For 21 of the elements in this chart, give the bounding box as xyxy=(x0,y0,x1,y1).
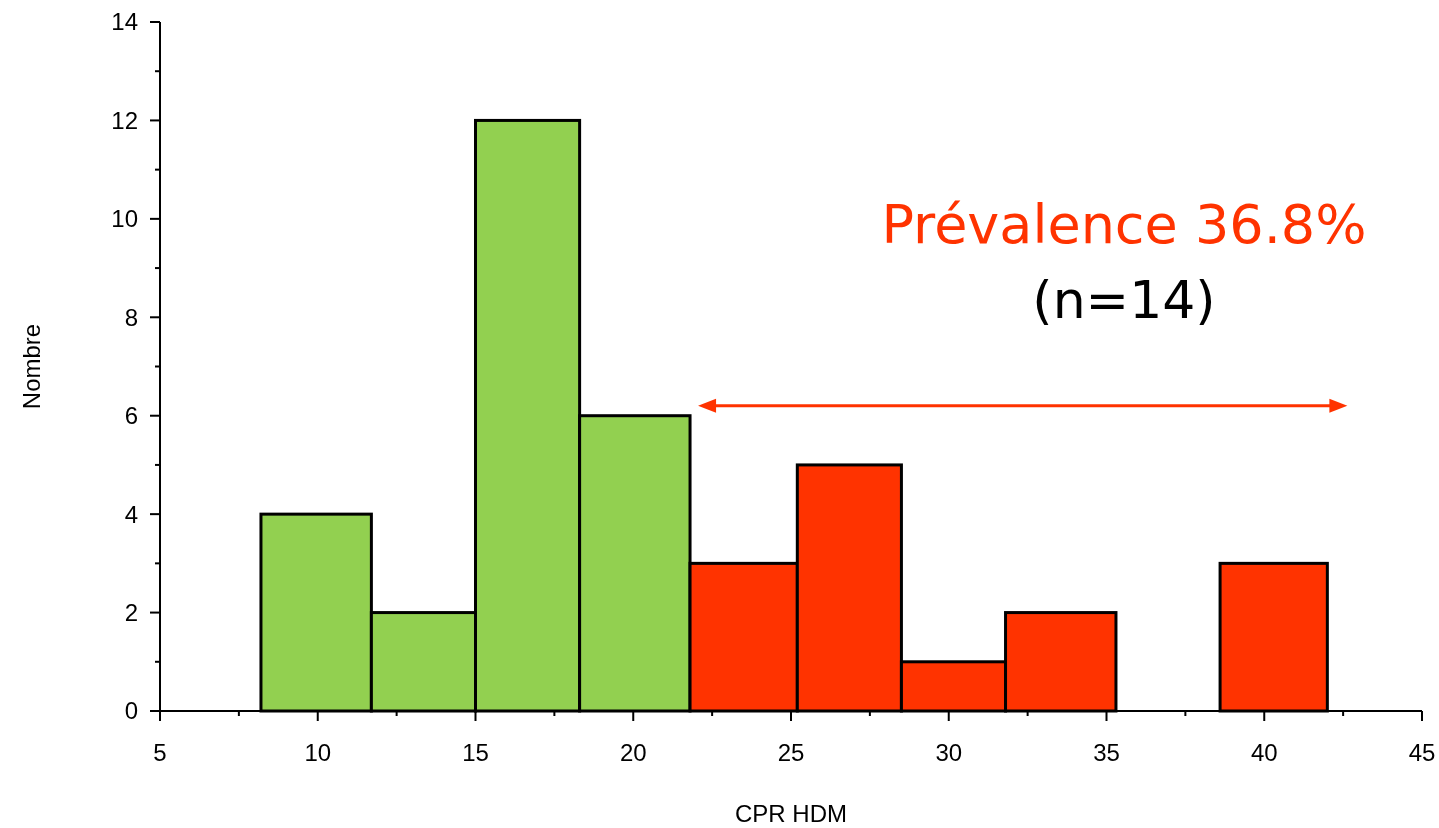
x-tick-label: 15 xyxy=(462,739,489,766)
x-tick-label: 5 xyxy=(153,739,167,766)
x-tick-label: 40 xyxy=(1250,739,1278,766)
y-axis-title: Nombre xyxy=(18,323,45,410)
x-tick-label: 35 xyxy=(1093,739,1120,766)
y-tick-label: 8 xyxy=(124,303,138,331)
y-tick-label: 12 xyxy=(111,106,138,134)
y-tick-label: 14 xyxy=(111,8,138,36)
x-tick-label: 45 xyxy=(1408,739,1436,766)
y-tick-label: 2 xyxy=(124,598,138,626)
y-tick-label: 10 xyxy=(111,205,138,233)
x-tick-label: 10 xyxy=(304,739,332,766)
x-tick-label: 20 xyxy=(619,739,647,766)
x-tick-label: 30 xyxy=(935,739,963,766)
x-axis-title: CPR HDM xyxy=(735,800,847,827)
x-tick-label: 25 xyxy=(777,739,805,766)
y-tick-label: 6 xyxy=(124,402,138,430)
y-tick-label: 4 xyxy=(124,500,138,528)
annotation: (n=14) xyxy=(1032,270,1216,330)
y-tick-label: 0 xyxy=(124,697,138,725)
annotation: Prévalence 36.8% xyxy=(881,193,1367,256)
